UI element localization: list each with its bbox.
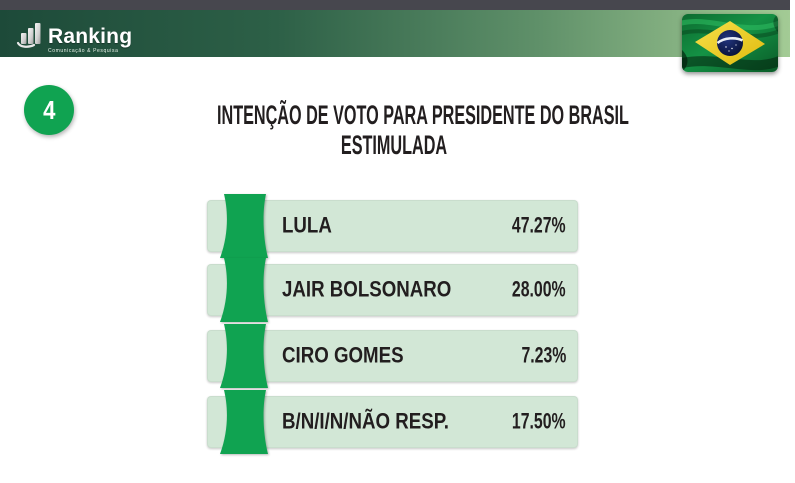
slide-title-line1: INTENÇÃO DE VOTO PARA PRESIDENTE DO BRAS…	[217, 100, 629, 130]
green-ribbon-icon	[219, 390, 268, 454]
header-band	[0, 10, 790, 57]
poll-results-list: LULA 47.27% JAIR BOLSONARO 28.00% CIRO G…	[207, 194, 578, 454]
candidate-percentage: 17.50%	[512, 408, 566, 434]
brand-logo: Ranking Comunicação & Pesquisa	[16, 20, 132, 54]
candidate-name: CIRO GOMES	[282, 342, 404, 368]
bar-background	[207, 396, 578, 448]
candidate-percentage: 7.23%	[521, 342, 566, 368]
brand-text: Ranking Comunicação & Pesquisa	[48, 26, 132, 54]
green-ribbon-icon	[219, 258, 268, 322]
green-ribbon-icon	[219, 324, 268, 388]
candidate-name: LULA	[282, 212, 332, 238]
bar-background	[207, 264, 578, 316]
poll-row-nao-resp: B/N/I/N/NÃO RESP. 17.50%	[207, 390, 578, 454]
poll-row-jair-bolsonaro: JAIR BOLSONARO 28.00%	[207, 258, 578, 322]
candidate-name: JAIR BOLSONARO	[282, 276, 452, 302]
brand-name: Ranking	[48, 25, 133, 48]
poll-row-lula: LULA 47.27%	[207, 194, 578, 258]
bar-chart-logo-icon	[16, 19, 44, 54]
brand-tagline: Comunicação & Pesquisa	[48, 48, 119, 54]
candidate-percentage: 28.00%	[512, 276, 566, 302]
poll-row-ciro-gomes: CIRO GOMES 7.23%	[207, 324, 578, 388]
slide-title-line2: ESTIMULADA	[340, 130, 448, 160]
top-gray-strip	[0, 0, 790, 10]
brazil-flag	[682, 14, 778, 72]
candidate-name: B/N/I/N/NÃO RESP.	[282, 408, 449, 434]
green-ribbon-icon	[219, 194, 268, 258]
slide-number-text: 4	[42, 94, 56, 125]
slide-title: INTENÇÃO DE VOTO PARA PRESIDENTE DO BRAS…	[99, 100, 689, 160]
bar-background	[207, 330, 578, 382]
slide-number-badge: 4	[24, 85, 74, 135]
candidate-percentage: 47.27%	[512, 212, 566, 238]
bar-background	[207, 200, 578, 252]
